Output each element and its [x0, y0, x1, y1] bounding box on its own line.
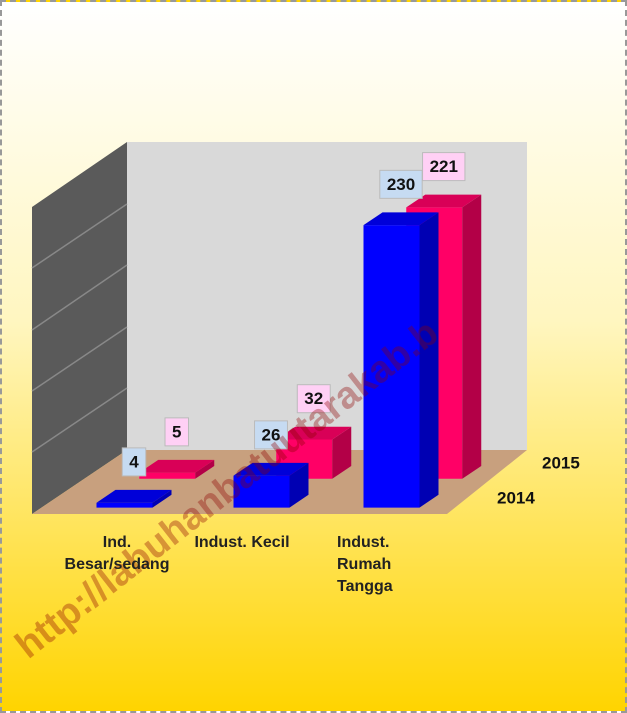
- value-label-text: 5: [172, 422, 181, 441]
- bar-top: [96, 489, 172, 503]
- x-tick-label: Indust. Rumah Tangga: [337, 534, 393, 595]
- bar-front: [96, 502, 153, 508]
- bar-top: [363, 212, 439, 226]
- bar-top: [233, 462, 309, 476]
- legend-label: 2014: [497, 488, 535, 507]
- bar-side: [152, 489, 172, 508]
- bar: [233, 462, 309, 508]
- bar-side: [289, 462, 309, 508]
- x-tick-label: Indust. Kecil: [194, 534, 290, 551]
- value-label-text: 4: [129, 452, 139, 471]
- legend-label: 2015: [542, 453, 580, 472]
- bar-front: [139, 472, 196, 479]
- value-label: 4: [121, 447, 147, 477]
- value-label: 5: [164, 417, 189, 447]
- value-label-text: 26: [262, 425, 281, 444]
- value-label-box: [254, 420, 288, 450]
- value-label-box: [121, 447, 147, 477]
- value-label-text: 221: [430, 157, 458, 176]
- value-label-box: [422, 152, 466, 182]
- value-label: 230: [379, 169, 423, 199]
- bar-top: [406, 194, 482, 208]
- x-tick-label: Ind. Besar/sedang: [64, 534, 170, 573]
- value-label-box: [379, 169, 423, 199]
- bar-side: [332, 426, 352, 479]
- bar-side: [462, 194, 482, 479]
- bar-top: [139, 459, 215, 473]
- value-label: 26: [254, 420, 288, 450]
- value-label-text: 230: [387, 175, 415, 194]
- side-wall: [32, 142, 127, 514]
- bar-top: [276, 426, 352, 440]
- value-label-box: [164, 417, 189, 447]
- value-label: 32: [296, 384, 331, 414]
- bar: [139, 459, 215, 479]
- value-label: 221: [422, 152, 466, 182]
- bar: [363, 212, 439, 508]
- value-label-box: [296, 384, 331, 414]
- bar-front: [363, 225, 420, 508]
- wall-lines: [31, 203, 128, 453]
- bar-side: [195, 459, 215, 479]
- bar-front: [233, 475, 290, 508]
- bar: [96, 489, 172, 508]
- value-label-text: 32: [304, 389, 323, 408]
- bar-side: [419, 212, 439, 508]
